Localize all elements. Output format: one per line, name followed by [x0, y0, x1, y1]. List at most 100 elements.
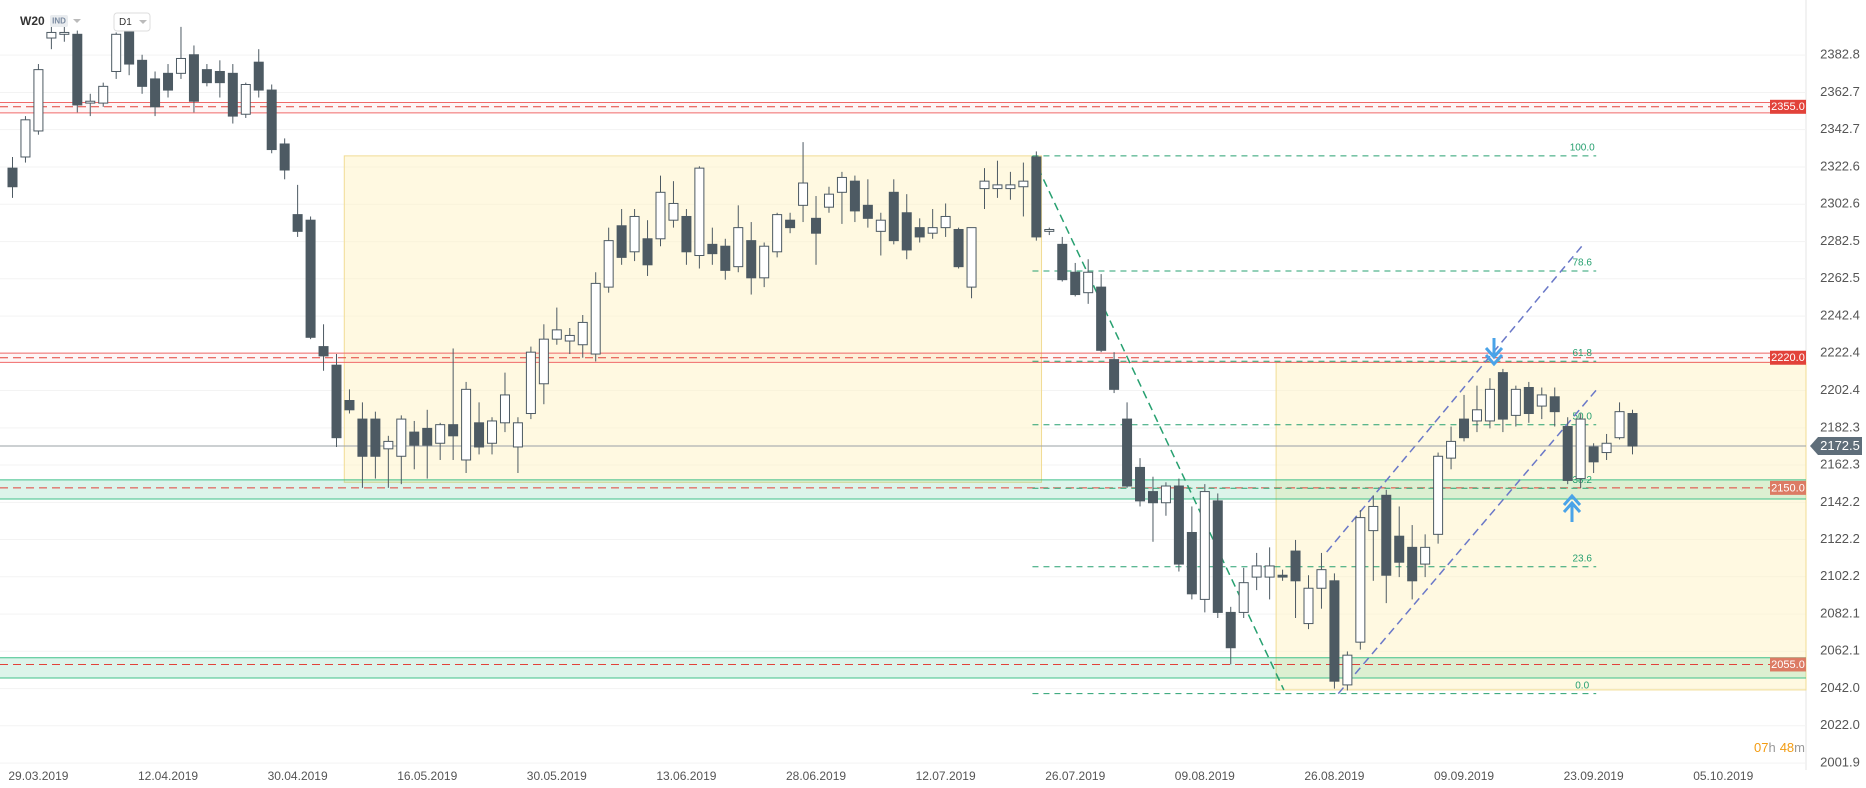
candle-body: [201, 69, 212, 84]
candle-body: [1238, 582, 1249, 613]
candle-body: [875, 219, 886, 232]
interval-caret[interactable]: [139, 20, 147, 24]
candle-body: [512, 422, 523, 448]
candle-body: [1433, 455, 1444, 535]
y-tick-label: 2102.2: [1820, 568, 1860, 583]
candle-body: [59, 31, 70, 35]
level-label: 2150.0: [1771, 482, 1805, 494]
candle-body: [175, 57, 186, 74]
plot: 100.0 78.6 61.8 50.0 38.2 23.6 0.0 2382.8 2362.…: [0, 26, 1862, 783]
current-price-label: 2172.5: [1820, 438, 1860, 453]
symbol[interactable]: W20: [20, 14, 45, 28]
candle-body: [1109, 359, 1120, 390]
candle-body: [798, 182, 809, 206]
x-tick-label: 12.07.2019: [916, 769, 976, 783]
levels: [0, 102, 1806, 679]
candle-body: [927, 227, 938, 234]
candle-body: [668, 202, 679, 221]
interval[interactable]: D1: [119, 17, 132, 28]
labels: 2382.8 2362.7 2342.7 2322.6 2302.6 2282.5 2262…: [8, 47, 1862, 783]
y-tick-label: 2222.4: [1820, 345, 1860, 360]
candle-body: [33, 69, 44, 132]
candle-body: [1523, 386, 1534, 415]
y-tick-label: 2282.5: [1820, 233, 1860, 248]
candle-body: [188, 54, 199, 102]
candle-body: [1510, 388, 1521, 416]
candle-body: [357, 418, 368, 457]
zone-rectangle: [343, 155, 1043, 483]
candle-body: [499, 394, 510, 424]
fib-label: 23.6: [1572, 553, 1592, 564]
y-tick-label: 2162.3: [1820, 456, 1860, 471]
candle-body: [849, 180, 860, 212]
candle-body: [1381, 494, 1392, 576]
market-badge: [50, 15, 68, 27]
up-arrow: [1562, 493, 1582, 522]
candle-body: [577, 321, 588, 346]
candle-body: [20, 119, 31, 158]
candle-body: [836, 176, 847, 193]
candle-body: [1251, 565, 1262, 578]
x-tick-label: 30.04.2019: [268, 769, 328, 783]
candle-body: [7, 167, 18, 188]
x-tick-label: 26.08.2019: [1304, 769, 1364, 783]
candle-body: [98, 85, 109, 104]
candle-body: [1264, 565, 1275, 578]
interval-box[interactable]: [113, 12, 151, 32]
candle-body: [85, 100, 96, 104]
down-arrow: [1484, 338, 1504, 367]
y-tick-label: 2182.3: [1820, 419, 1860, 434]
candle-body: [694, 167, 705, 257]
candle-body: [888, 191, 899, 242]
candle-body: [461, 388, 472, 461]
x-tick-label: 23.09.2019: [1564, 769, 1624, 783]
fib-label: 0.0: [1575, 680, 1589, 691]
x-tick-label: 30.05.2019: [527, 769, 587, 783]
candle-body: [914, 227, 925, 238]
candle-body: [1031, 156, 1042, 238]
candle-body: [1147, 491, 1158, 504]
candle-body: [1329, 580, 1340, 682]
candle-body: [46, 31, 57, 39]
candle-body: [305, 219, 316, 338]
y-tick-label: 2322.6: [1820, 158, 1860, 173]
candle-body: [422, 427, 433, 446]
candle-body: [137, 59, 148, 87]
candle-body: [901, 212, 912, 251]
candle-body: [759, 245, 770, 279]
candle-body: [1355, 517, 1366, 643]
y-tick-label: 2302.6: [1820, 196, 1860, 211]
level-label-box: [1770, 657, 1806, 672]
candle-body: [1005, 184, 1016, 190]
candle-body: [72, 33, 83, 106]
candle-body: [487, 420, 498, 444]
candle-body: [642, 238, 653, 266]
candle-body: [111, 33, 122, 72]
y-tick-label: 2122.2: [1820, 531, 1860, 546]
y-tick-label: 2022.0: [1820, 717, 1860, 732]
level-label-box: [1770, 480, 1806, 495]
candle-body: [772, 214, 783, 253]
candle-body: [538, 338, 549, 385]
candle-body: [409, 431, 420, 446]
x-tick-label: 09.08.2019: [1175, 769, 1235, 783]
candle-body: [1316, 569, 1327, 589]
candle-body: [214, 70, 225, 84]
trendlines: [1031, 155, 1597, 695]
fib-label: 100.0: [1570, 143, 1595, 154]
candle-body: [448, 424, 459, 437]
candle-body: [603, 240, 614, 288]
symbol-caret[interactable]: [73, 19, 81, 23]
y-tick-label: 2042.0: [1820, 680, 1860, 695]
candle-body: [1290, 550, 1301, 582]
timer-hours: 07: [1754, 740, 1768, 755]
candle-body: [1614, 411, 1625, 439]
candle-body: [551, 329, 562, 340]
candle-body: [331, 364, 342, 439]
candle-body: [253, 61, 264, 91]
candle-body: [1342, 654, 1353, 686]
candle-body: [1549, 396, 1560, 413]
candle-body: [979, 180, 990, 190]
candle-body: [344, 400, 355, 411]
candle-body: [1588, 446, 1599, 463]
